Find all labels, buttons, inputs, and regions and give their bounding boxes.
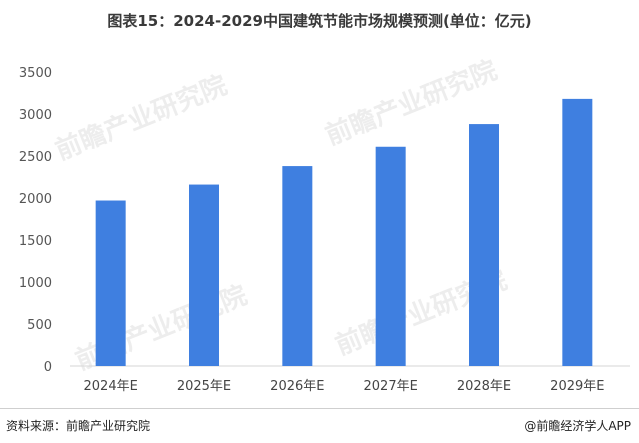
y-tick-label: 1500: [19, 234, 52, 249]
x-tick-label: 2025年E: [177, 379, 231, 394]
y-axis: 0 500 1000 1500 2000 2500 3000 3500: [19, 66, 52, 375]
x-tick-label: 2027年E: [364, 379, 418, 394]
y-tick-label: 500: [27, 318, 52, 333]
x-tick-label: 2026年E: [270, 379, 324, 394]
bar: [95, 200, 126, 366]
chart-title: 图表15：2024-2029中国建筑节能市场规模预测(单位：亿元): [107, 12, 532, 30]
x-axis: 2024年E 2025年E 2026年E 2027年E 2028年E 2029年E: [84, 379, 605, 394]
bars: [95, 98, 593, 366]
bar: [375, 146, 406, 366]
bar: [189, 184, 219, 366]
y-tick-label: 2000: [19, 192, 52, 207]
y-tick-label: 3500: [19, 66, 52, 81]
bar: [282, 166, 313, 366]
y-tick-label: 0: [44, 360, 52, 375]
y-tick-label: 2500: [19, 150, 52, 165]
bar: [469, 124, 499, 366]
bar: [562, 98, 593, 366]
watermark-text-1: 前瞻产业研究院: [51, 70, 231, 167]
y-tick-label: 1000: [19, 276, 52, 291]
y-tick-label: 3000: [19, 108, 52, 123]
x-tick-label: 2028年E: [457, 379, 511, 394]
footer: 资料来源：前瞻产业研究院 @前瞻经济学人APP: [0, 408, 639, 443]
credit-text: @前瞻经济学人APP: [524, 419, 631, 433]
source-text: 资料来源：前瞻产业研究院: [6, 419, 151, 433]
x-tick-label: 2024年E: [84, 379, 138, 394]
bar-chart: 前瞻产业研究院 前瞻产业研究院 前瞻产业研究院 前瞻产业研究院 05001000…: [19, 55, 630, 394]
x-tick-label: 2029年E: [550, 379, 604, 394]
